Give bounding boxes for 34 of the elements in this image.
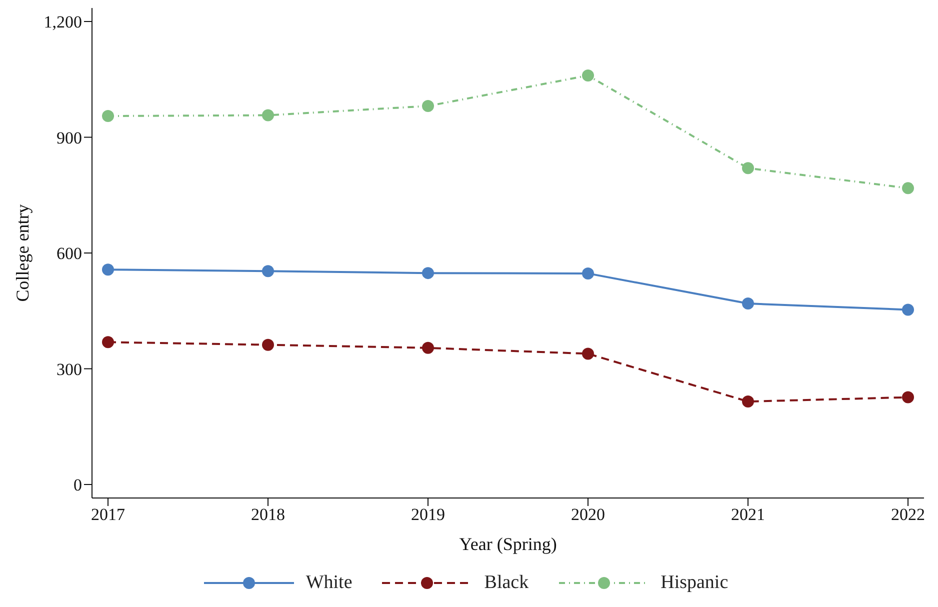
x-tick-label: 2020 <box>571 505 605 524</box>
point <box>262 265 274 278</box>
point <box>742 162 754 174</box>
point <box>582 267 594 280</box>
point <box>102 264 114 276</box>
point <box>902 182 914 194</box>
y-tick-label: 1,200 <box>44 12 82 32</box>
y-tick-label: 600 <box>56 244 82 264</box>
x-tick-label: 2022 <box>891 505 925 524</box>
legend-label: White <box>306 572 352 594</box>
x-tick-label: 2017 <box>91 505 126 524</box>
point <box>262 338 274 351</box>
point <box>422 342 434 354</box>
x-axis-title: Year (Spring) <box>459 534 557 554</box>
point <box>902 304 914 316</box>
y-tick-label: 900 <box>56 128 82 148</box>
point <box>102 336 114 348</box>
legend-label: Hispanic <box>660 572 728 594</box>
point <box>262 109 274 122</box>
point <box>742 298 754 310</box>
point <box>422 100 434 112</box>
y-tick-label: 300 <box>56 360 82 379</box>
point <box>742 396 754 408</box>
x-tick-label: 2018 <box>251 505 285 524</box>
point <box>902 391 914 404</box>
point <box>582 348 594 360</box>
point <box>102 110 114 122</box>
x-tick-label: 2019 <box>411 505 445 524</box>
y-tick-label: 0 <box>74 476 82 495</box>
x-tick-label: 2021 <box>731 505 765 524</box>
point <box>422 267 434 280</box>
legend-label: Black <box>484 572 529 594</box>
y-axis-title: College entry <box>12 204 32 302</box>
point <box>582 70 594 82</box>
